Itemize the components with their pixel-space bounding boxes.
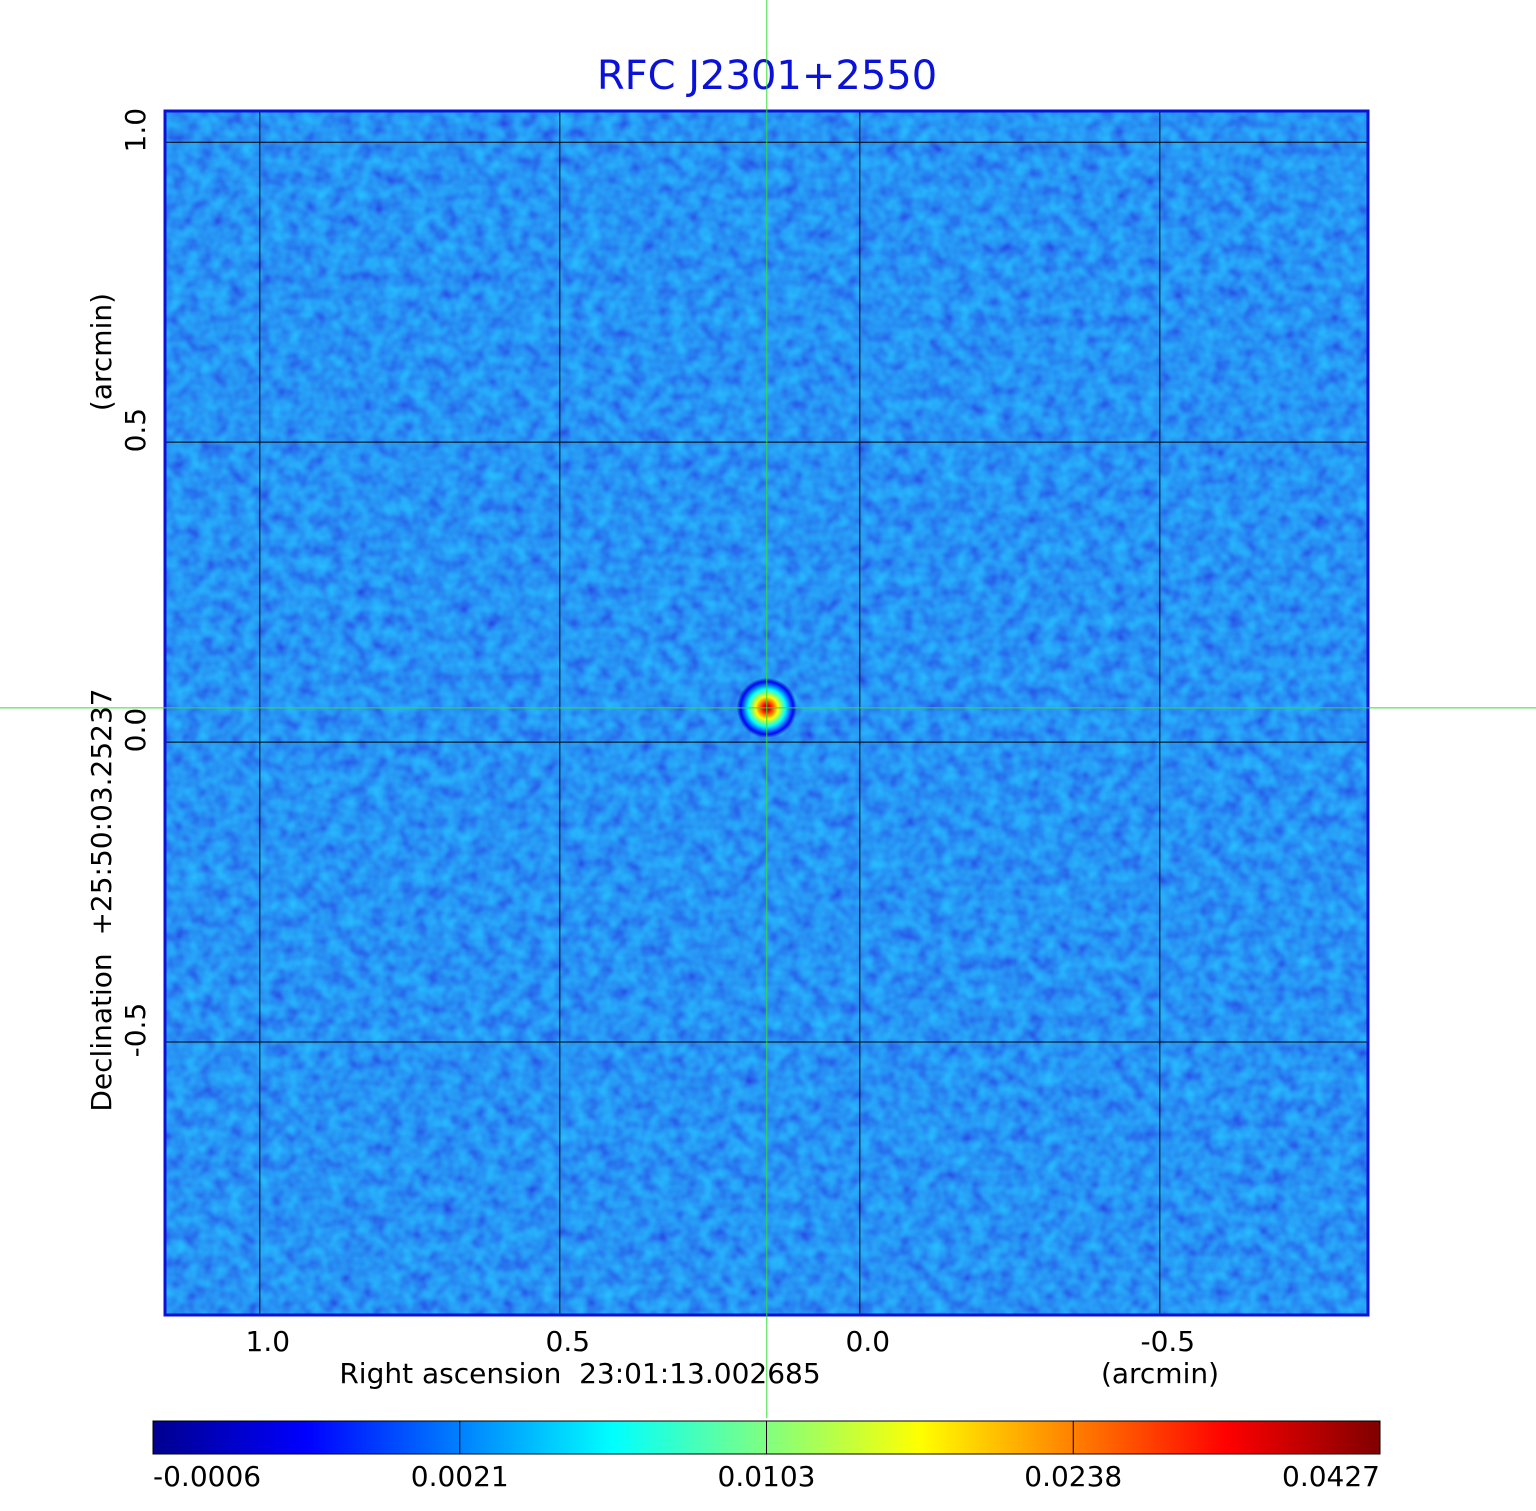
y-tick-label: 1.0 bbox=[119, 108, 152, 153]
colorbar-tick-label: 0.0427 bbox=[1282, 1460, 1380, 1493]
colorbar-tick-label: -0.0006 bbox=[153, 1460, 261, 1493]
y-axis-unit: (arcmin) bbox=[85, 293, 118, 411]
colorbar-tick-label: 0.0103 bbox=[718, 1460, 816, 1493]
y-tick-label: 0.0 bbox=[119, 708, 152, 753]
x-tick-label: -0.5 bbox=[1140, 1325, 1195, 1358]
y-tick-label: 0.5 bbox=[119, 408, 152, 453]
colorbar-tick-label: 0.0238 bbox=[1024, 1460, 1122, 1493]
x-tick-label: 0.5 bbox=[546, 1325, 591, 1358]
x-axis-unit: (arcmin) bbox=[1101, 1357, 1219, 1390]
x-axis-label: Right ascension 23:01:13.002685 bbox=[339, 1357, 820, 1390]
colorbar-tick-label: 0.0021 bbox=[411, 1460, 509, 1493]
x-tick-label: 0.0 bbox=[846, 1325, 891, 1358]
y-axis-label: Declination +25:50:03.25237 bbox=[85, 688, 118, 1111]
y-tick-label: -0.5 bbox=[119, 1003, 152, 1058]
x-tick-label: 1.0 bbox=[246, 1325, 291, 1358]
